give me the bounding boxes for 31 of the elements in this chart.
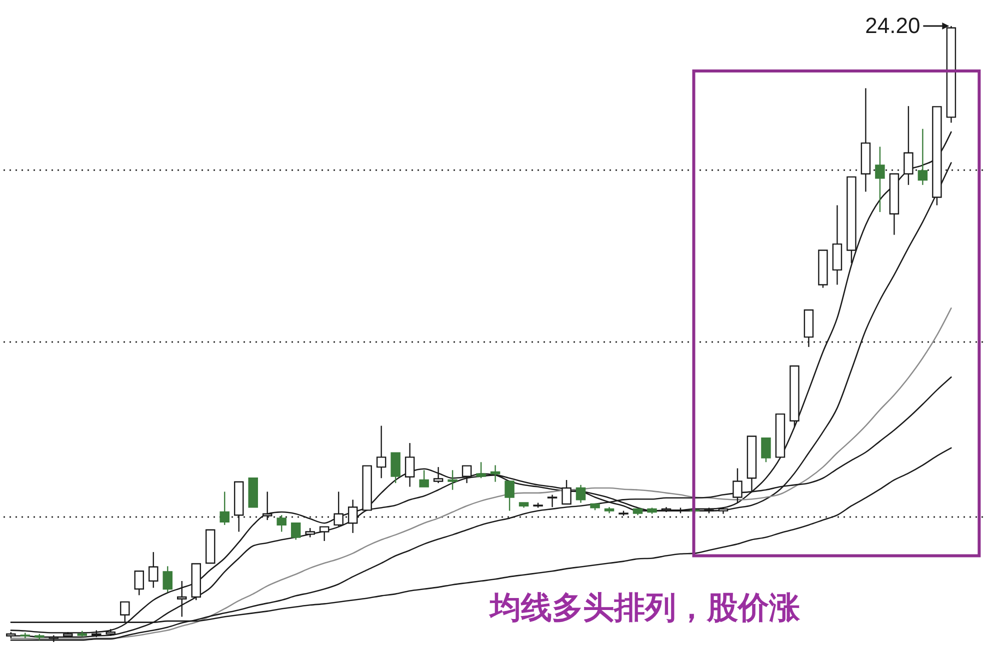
- candlestick: [404, 442, 415, 488]
- candlestick: [732, 468, 742, 504]
- annotation: 24.20: [865, 13, 920, 38]
- candlestick: [490, 464, 500, 482]
- candlestick: [290, 522, 301, 540]
- candlestick: [462, 465, 472, 484]
- candlestick: [562, 479, 572, 505]
- candlestick: [319, 526, 330, 542]
- candlestick: [419, 470, 429, 488]
- candlestick: [220, 491, 230, 526]
- candlestick: [390, 452, 400, 484]
- candlestick: [547, 494, 558, 508]
- candlestick: [448, 470, 458, 490]
- candlestick: [476, 462, 486, 479]
- annotation: 均线多头排列，股价涨: [488, 590, 801, 626]
- candlestick: [433, 466, 444, 484]
- candlestick: [875, 146, 885, 213]
- candlestick: [148, 551, 158, 588]
- candlestick: [134, 570, 144, 596]
- candlestick: [918, 128, 928, 186]
- candlestick: [348, 499, 358, 534]
- candlestick: [162, 566, 173, 593]
- candlestick: [305, 527, 315, 538]
- candlestick: [376, 425, 386, 479]
- candlestick: [334, 491, 344, 527]
- candlestick: [262, 491, 272, 521]
- candlestick: [761, 438, 771, 463]
- candlestick: [276, 514, 286, 532]
- candlestick: [504, 480, 514, 512]
- candlestick: [177, 580, 187, 618]
- candlestick: [576, 484, 586, 504]
